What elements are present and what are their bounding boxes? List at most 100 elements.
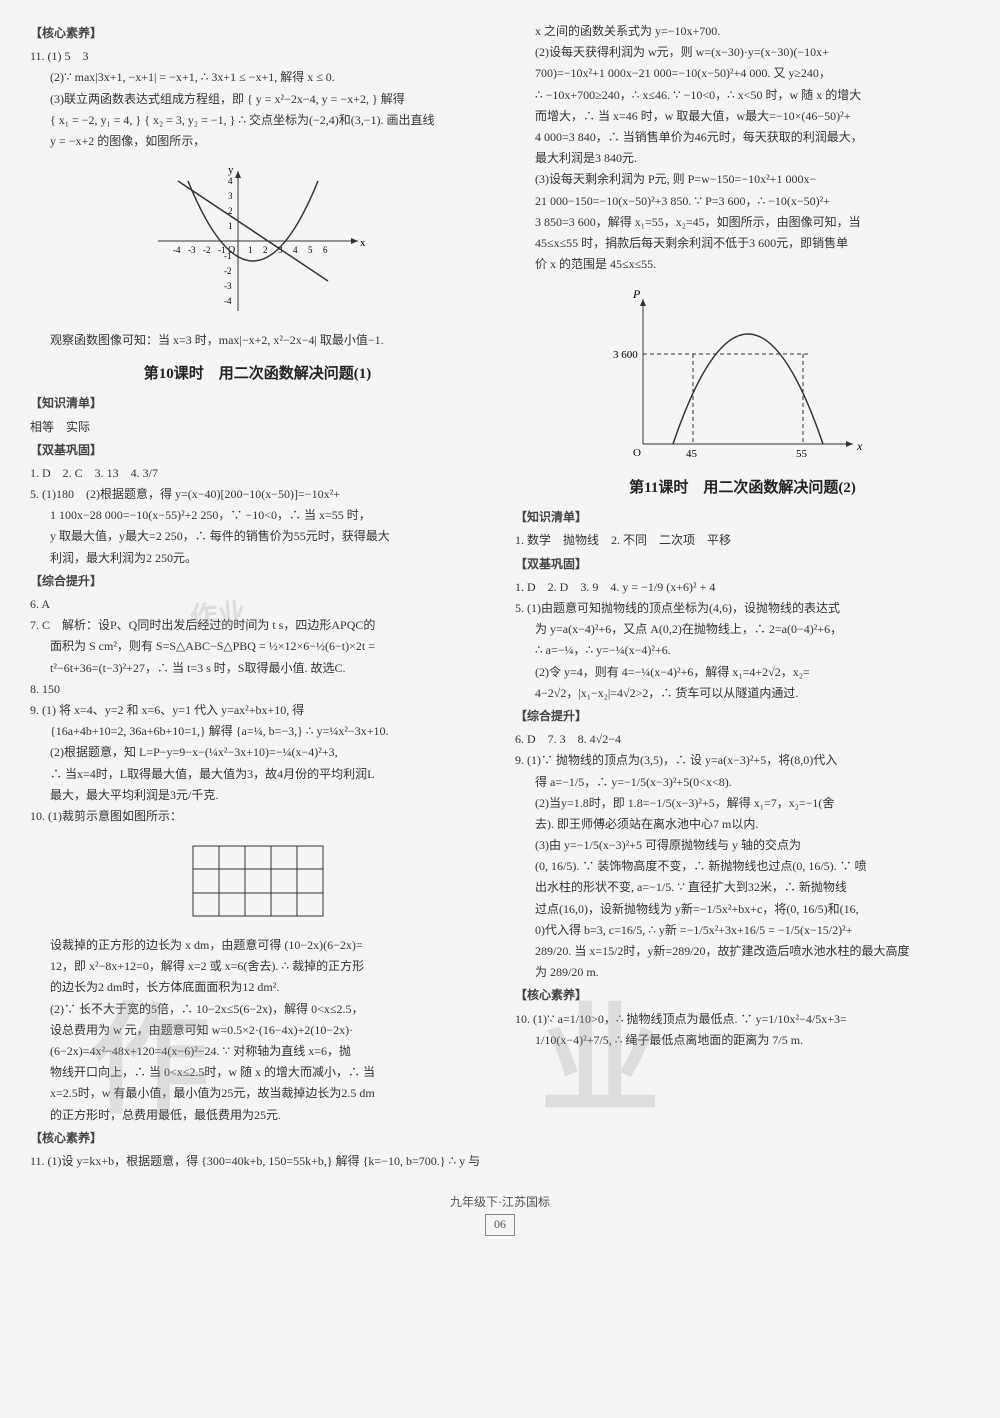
text-line: (2)当y=1.8时，即 1.8=−1/5(x−3)²+5，解得 x₁=7，x₂… — [515, 794, 970, 813]
text-line: 的边长为2 dm时，长方体底面面积为12 dm². — [30, 978, 485, 997]
section-header: 【双基巩固】 — [515, 555, 970, 574]
section-header: 【综合提升】 — [515, 707, 970, 726]
text-line: 0)代入得 b=3, c=16/5, ∴ y新 =−1/5x²+3x+16/5 … — [515, 921, 970, 940]
text-line: 设裁掉的正方形的边长为 x dm，由题意可得 (10−2x)(6−2x)= — [30, 936, 485, 955]
text-line: {16a+4b+10=2, 36a+6b+10=1,} 解得 {a=¼, b=−… — [30, 722, 485, 741]
text-line: 4 000=3 840，∴ 当销售单价为46元时，每天获取的利润最大， — [515, 128, 970, 147]
svg-text:-4: -4 — [173, 245, 181, 255]
text-line: x 之间的函数关系式为 y=−10x+700. — [515, 22, 970, 41]
text-line: 出水柱的形状不变, a=−1/5. ∵ 直径扩大到32米，∴ 新抛物线 — [515, 878, 970, 897]
text-line: (2)令 y=4，则有 4=−¼(x−4)²+6，解得 x₁=4+2√2，x₂= — [515, 663, 970, 682]
text-line: ∴ a=−¼，∴ y=−¼(x−4)²+6. — [515, 641, 970, 660]
text-line: 9. (1)∵ 抛物线的顶点为(3,5)，∴ 设 y=a(x−3)²+5，将(8… — [515, 751, 970, 770]
text-line: { x₁ = −2, y₁ = 4, } { x₂ = 3, y₂ = −1, … — [30, 111, 485, 130]
svg-text:4: 4 — [228, 176, 233, 186]
parabola-chart: x P O 3 600 45 55 — [515, 284, 970, 464]
text-line: 得 a=−1/5，∴ y=−1/5(x−3)²+5(0<x<8). — [515, 773, 970, 792]
text-line: 8. 150 — [30, 680, 485, 699]
svg-text:4: 4 — [293, 245, 298, 255]
y-value: 3 600 — [613, 349, 638, 361]
text-line: 21 000−150=−10(x−50)²+3 850. ∵ P=3 600，∴… — [515, 192, 970, 211]
section-header: 【核心素养】 — [30, 1129, 485, 1148]
lesson-title: 第11课时 用二次函数解决问题(2) — [515, 476, 970, 500]
svg-text:-4: -4 — [224, 296, 232, 306]
text-line: 去). 即王师傅必须站在离水池中心7 m以内. — [515, 815, 970, 834]
svg-text:O: O — [633, 447, 641, 459]
section-header: 【双基巩固】 — [30, 441, 485, 460]
text-line: 289/20. 当 x=15/2时，y新=289/20，故扩建改造后喷水池水柱的… — [515, 942, 970, 961]
section-header: 【知识清单】 — [515, 508, 970, 527]
text-line: 最大利润是3 840元. — [515, 149, 970, 168]
section-header: 【核心素养】 — [515, 986, 970, 1005]
text-line: 700)=−10x²+1 000x−21 000=−10(x−50)²+4 00… — [515, 64, 970, 83]
text-line: ∴ 当x=4时，L取得最大值，最大值为3，故4月份的平均利润L — [30, 765, 485, 784]
text-line: (3)设每天剩余利润为 P元, 则 P=w−150=−10x²+1 000x− — [515, 170, 970, 189]
svg-text:2: 2 — [263, 245, 268, 255]
text-line: (6−2x)=4x²−48x+120=4(x−6)²−24. ∵ 对称轴为直线 … — [30, 1042, 485, 1061]
two-column-layout: 【核心素养】 11. (1) 5 3 (2)∵ max|3x+1, −x+1| … — [30, 20, 970, 1173]
text-line: 相等 实际 — [30, 418, 485, 437]
page-number: 06 — [485, 1214, 515, 1235]
coordinate-chart: x y O 1 2 3 4 5 6 -1 -2 -3 -4 1 2 3 4 -1… — [30, 161, 485, 321]
section-header: 【核心素养】 — [30, 24, 485, 43]
text-line: (3)由 y=−1/5(x−3)²+5 可得原抛物线与 y 轴的交点为 — [515, 836, 970, 855]
text-line: 观察函数图像可知：当 x=3 时，max|−x+2, x²−2x−4| 取最小值… — [30, 331, 485, 350]
text-line: 11. (1) 5 3 — [30, 47, 485, 66]
svg-text:45: 45 — [686, 448, 698, 460]
section-header: 【知识清单】 — [30, 394, 485, 413]
svg-text:55: 55 — [796, 448, 808, 460]
grid-diagram — [30, 836, 485, 926]
text-line: ∴ −10x+700≥240，∴ x≤46. ∵ −10<0，∴ x<50 时，… — [515, 86, 970, 105]
svg-text:1: 1 — [248, 245, 253, 255]
text-line: (2)∵ 长不大于宽的5倍，∴ 10−2x≤5(6−2x)，解得 0<x≤2.5… — [30, 1000, 485, 1019]
text-line: 6. A — [30, 595, 485, 614]
text-line: 9. (1) 将 x=4、y=2 和 x=6、y=1 代入 y=ax²+bx+1… — [30, 701, 485, 720]
text-line: 11. (1)设 y=kx+b，根据题意，得 {300=40k+b, 150=5… — [30, 1152, 485, 1171]
text-line: 价 x 的范围是 45≤x≤55. — [515, 255, 970, 274]
text-line: 利润，最大利润为2 250元。 — [30, 549, 485, 568]
svg-text:3: 3 — [228, 191, 233, 201]
text-line: 为 y=a(x−4)²+6，又点 A(0,2)在抛物线上，∴ 2=a(0−4)²… — [515, 620, 970, 639]
svg-text:-3: -3 — [188, 245, 196, 255]
text-line: 过点(16,0)，设新抛物线为 y新=−1/5x²+bx+c，将(0, 16/5… — [515, 900, 970, 919]
svg-text:-3: -3 — [224, 281, 232, 291]
text-line: (2)根据题意，知 L=P−y=9−x−(¼x²−3x+10)=−¼(x−4)²… — [30, 743, 485, 762]
lesson-title: 第10课时 用二次函数解决问题(1) — [30, 362, 485, 386]
text-line: 面积为 S cm²，则有 S=S△ABC−S△PBQ = ½×12×6−½(6−… — [30, 637, 485, 656]
text-line: 3 850=3 600，解得 x₁=55，x₂=45，如图所示，由图像可知，当 — [515, 213, 970, 232]
text-line: 10. (1)∵ a=1/10>0，∴ 抛物线顶点为最低点. ∵ y=1/10x… — [515, 1010, 970, 1029]
text-line: 的正方形时，总费用最低，最低费用为25元. — [30, 1106, 485, 1125]
text-line: 5. (1)180 (2)根据题意，得 y=(x−40)[200−10(x−50… — [30, 485, 485, 504]
text-line: 1. D 2. C 3. 13 4. 3/7 — [30, 464, 485, 483]
text-line: (0, 16/5). ∵ 装饰物高度不变，∴ 新抛物线也过点(0, 16/5).… — [515, 857, 970, 876]
axis-label: x — [360, 237, 366, 249]
text-line: 10. (1)裁剪示意图如图所示： — [30, 807, 485, 826]
text-line: (3)联立两函数表达式组成方程组，即 { y = x²−2x−4, y = −x… — [30, 90, 485, 109]
svg-text:-1: -1 — [224, 251, 232, 261]
text-line: y 取最大值，y最大=2 250，∴ 每件的销售价为55元时，获得最大 — [30, 527, 485, 546]
footer-text: 九年级下·江苏国标 — [30, 1193, 970, 1212]
text-line: 1/10(x−4)²+7/5, ∴ 绳子最低点离地面的距离为 7/5 m. — [515, 1031, 970, 1050]
text-line: 物线开口向上，∴ 当 0<x≤2.5时，w 随 x 的增大而减小，∴ 当 — [30, 1063, 485, 1082]
page-footer: 九年级下·江苏国标 06 — [30, 1193, 970, 1235]
text-line: x=2.5时，w 有最小值，最小值为25元，故当裁掉边长为2.5 dm — [30, 1084, 485, 1103]
svg-text:-2: -2 — [224, 266, 232, 276]
text-line: 45≤x≤55 时，捐款后每天剩余利润不低于3 600元，即销售单 — [515, 234, 970, 253]
left-column: 【核心素养】 11. (1) 5 3 (2)∵ max|3x+1, −x+1| … — [30, 20, 485, 1173]
text-line: 4−2√2，|x₁−x₂|=4√2>2，∴ 货车可以从隧道内通过. — [515, 684, 970, 703]
text-line: 1 100x−28 000=−10(x−55)²+2 250，∵ −10<0，∴… — [30, 506, 485, 525]
right-column: x 之间的函数关系式为 y=−10x+700. (2)设每天获得利润为 w元，则… — [515, 20, 970, 1173]
axis-label: y — [228, 164, 234, 176]
text-line: y = −x+2 的图像，如图所示， — [30, 132, 485, 151]
svg-text:x: x — [856, 439, 863, 453]
text-line: 5. (1)由题意可知抛物线的顶点坐标为(4,6)，设抛物线的表达式 — [515, 599, 970, 618]
text-line: (2)设每天获得利润为 w元，则 w=(x−30)·y=(x−30)(−10x+ — [515, 43, 970, 62]
text-line: 1. D 2. D 3. 9 4. y = −1/9 (x+6)² + 4 — [515, 578, 970, 597]
svg-text:P: P — [632, 287, 641, 301]
text-line: t²−6t+36=(t−3)²+27，∴ 当 t=3 s 时，S取得最小值. 故… — [30, 659, 485, 678]
svg-text:6: 6 — [323, 245, 328, 255]
svg-text:-2: -2 — [203, 245, 211, 255]
svg-text:5: 5 — [308, 245, 313, 255]
text-line: 为 289/20 m. — [515, 963, 970, 982]
text-line: (2)∵ max|3x+1, −x+1| = −x+1, ∴ 3x+1 ≤ −x… — [30, 68, 485, 87]
